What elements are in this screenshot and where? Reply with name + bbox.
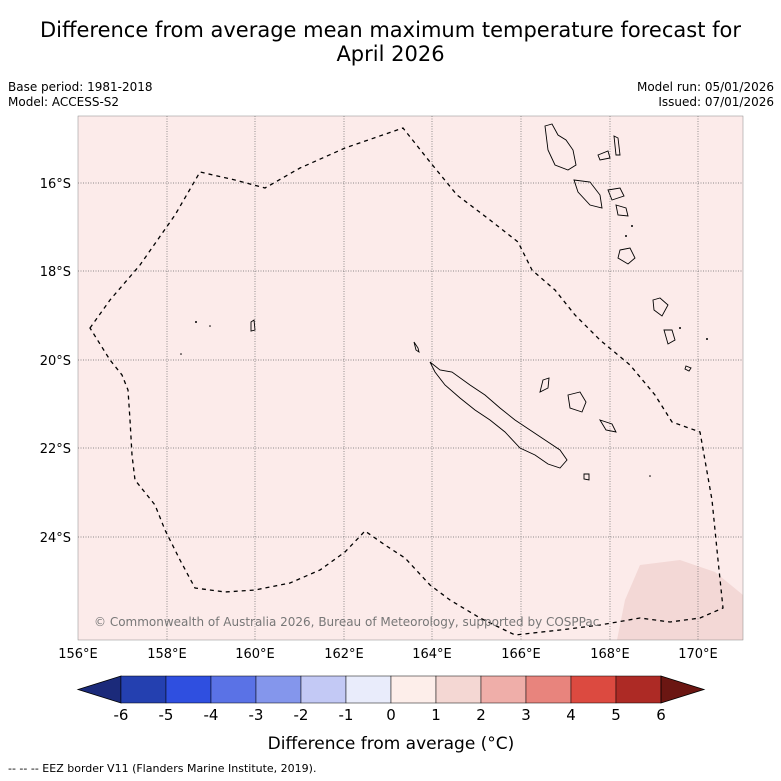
tanna-island xyxy=(663,329,676,345)
meta-right: Model run: 05/01/2026 Issued: 07/01/2026 xyxy=(637,80,774,110)
colorbar-segment xyxy=(300,675,347,704)
lon-label: 156°E xyxy=(58,647,98,662)
colorbar-tick-label: -6 xyxy=(114,706,129,724)
colorbar-ticks: -6 -5 -4 -3 -2 -1 0 1 2 3 4 5 6 xyxy=(114,706,666,724)
lon-label: 168°E xyxy=(590,647,630,662)
islet xyxy=(180,353,182,355)
colorbar-tick-label: -1 xyxy=(339,706,354,724)
colorbar-segment xyxy=(255,675,302,704)
colorbar-segment xyxy=(390,675,437,704)
colorbar-tick-label: -5 xyxy=(159,706,174,724)
belep-islands xyxy=(413,341,420,354)
epi-island xyxy=(615,204,629,217)
colorbar-tick-label: 1 xyxy=(431,706,441,724)
colorbar-segment xyxy=(480,675,527,704)
colorbar-tick-label: 6 xyxy=(656,706,666,724)
colorbar-tick-label: 4 xyxy=(566,706,576,724)
issued-date: Issued: 07/01/2026 xyxy=(658,95,774,109)
maewo-island xyxy=(613,135,621,156)
footnote: -- -- -- EEZ border V11 (Flanders Marine… xyxy=(8,762,317,775)
colorbar-segment xyxy=(210,675,257,704)
islet xyxy=(631,225,633,227)
colorbar-tick-label: 3 xyxy=(521,706,531,724)
lon-label: 158°E xyxy=(147,647,187,662)
map-frame xyxy=(77,115,744,641)
colorbar-tick-label: -3 xyxy=(249,706,264,724)
colorbar xyxy=(76,675,706,704)
ambrym-island xyxy=(607,187,625,201)
ouvea-island xyxy=(539,377,550,393)
gridlines xyxy=(78,116,743,640)
map-background xyxy=(78,116,743,640)
lat-label: 18°S xyxy=(40,265,71,280)
chesterfield-islet xyxy=(250,319,256,332)
isle-of-pines xyxy=(583,473,590,481)
islet xyxy=(209,325,211,327)
lat-label: 16°S xyxy=(40,177,71,192)
lat-labels: 16°S 18°S 20°S 22°S 24°S xyxy=(40,177,71,546)
lifou-island xyxy=(567,391,587,413)
colorbar-segment xyxy=(615,675,662,704)
model-run: Model run: 05/01/2026 xyxy=(636,80,774,94)
colorbar-tick-label: 2 xyxy=(476,706,486,724)
colorbar-extend-high xyxy=(660,675,706,704)
lon-label: 170°E xyxy=(678,647,718,662)
islet xyxy=(649,475,651,477)
lat-label: 20°S xyxy=(40,354,71,369)
base-period: Base period: 1981-2018 xyxy=(8,80,153,94)
malekula-island xyxy=(573,179,603,209)
lon-labels: 156°E 158°E 160°E 162°E 164°E 166°E 168°… xyxy=(58,647,718,662)
islet xyxy=(679,327,681,329)
eez-border xyxy=(89,127,724,636)
copyright-text: © Commonwealth of Australia 2026, Bureau… xyxy=(94,615,599,629)
erromango-island xyxy=(652,297,669,317)
lon-label: 164°E xyxy=(412,647,452,662)
colorbar-segment xyxy=(570,675,617,704)
lat-label: 22°S xyxy=(40,442,71,457)
colorbar-label: Difference from average (°C) xyxy=(268,734,515,754)
map-title: Difference from average mean maximum tem… xyxy=(0,18,781,66)
small-islets xyxy=(180,225,708,477)
colorbar-segment xyxy=(120,675,167,704)
lon-label: 162°E xyxy=(324,647,364,662)
title-line-1: Difference from average mean maximum tem… xyxy=(40,18,741,42)
lat-label: 24°S xyxy=(40,531,71,546)
colorbar-segment xyxy=(525,675,572,704)
colorbar-extend-low xyxy=(76,675,122,704)
colorbar-tick-label: -4 xyxy=(204,706,219,724)
colorbar-tick-label: -2 xyxy=(294,706,309,724)
efate-island xyxy=(617,247,636,265)
colorbar-segment xyxy=(165,675,212,704)
meta-left: Base period: 1981-2018 Model: ACCESS-S2 xyxy=(8,80,153,110)
warm-anomaly-patch xyxy=(617,560,743,640)
title-line-2: April 2026 xyxy=(336,42,445,66)
malo-island xyxy=(597,150,611,161)
colorbar-tick-label: 5 xyxy=(611,706,621,724)
colorbar-segment xyxy=(435,675,482,704)
model-name: Model: ACCESS-S2 xyxy=(8,95,120,109)
islet xyxy=(195,321,197,323)
lon-label: 160°E xyxy=(235,647,275,662)
colorbar-segment xyxy=(345,675,392,704)
islet xyxy=(625,235,627,237)
mare-island xyxy=(598,419,617,433)
espiritu-santo xyxy=(544,123,577,171)
new-caledonia-mainland xyxy=(429,361,568,469)
land-outlines xyxy=(250,123,692,481)
lon-label: 166°E xyxy=(501,647,541,662)
islet xyxy=(706,338,708,340)
aneityum-island xyxy=(684,365,692,372)
colorbar-tick-label: 0 xyxy=(386,706,396,724)
